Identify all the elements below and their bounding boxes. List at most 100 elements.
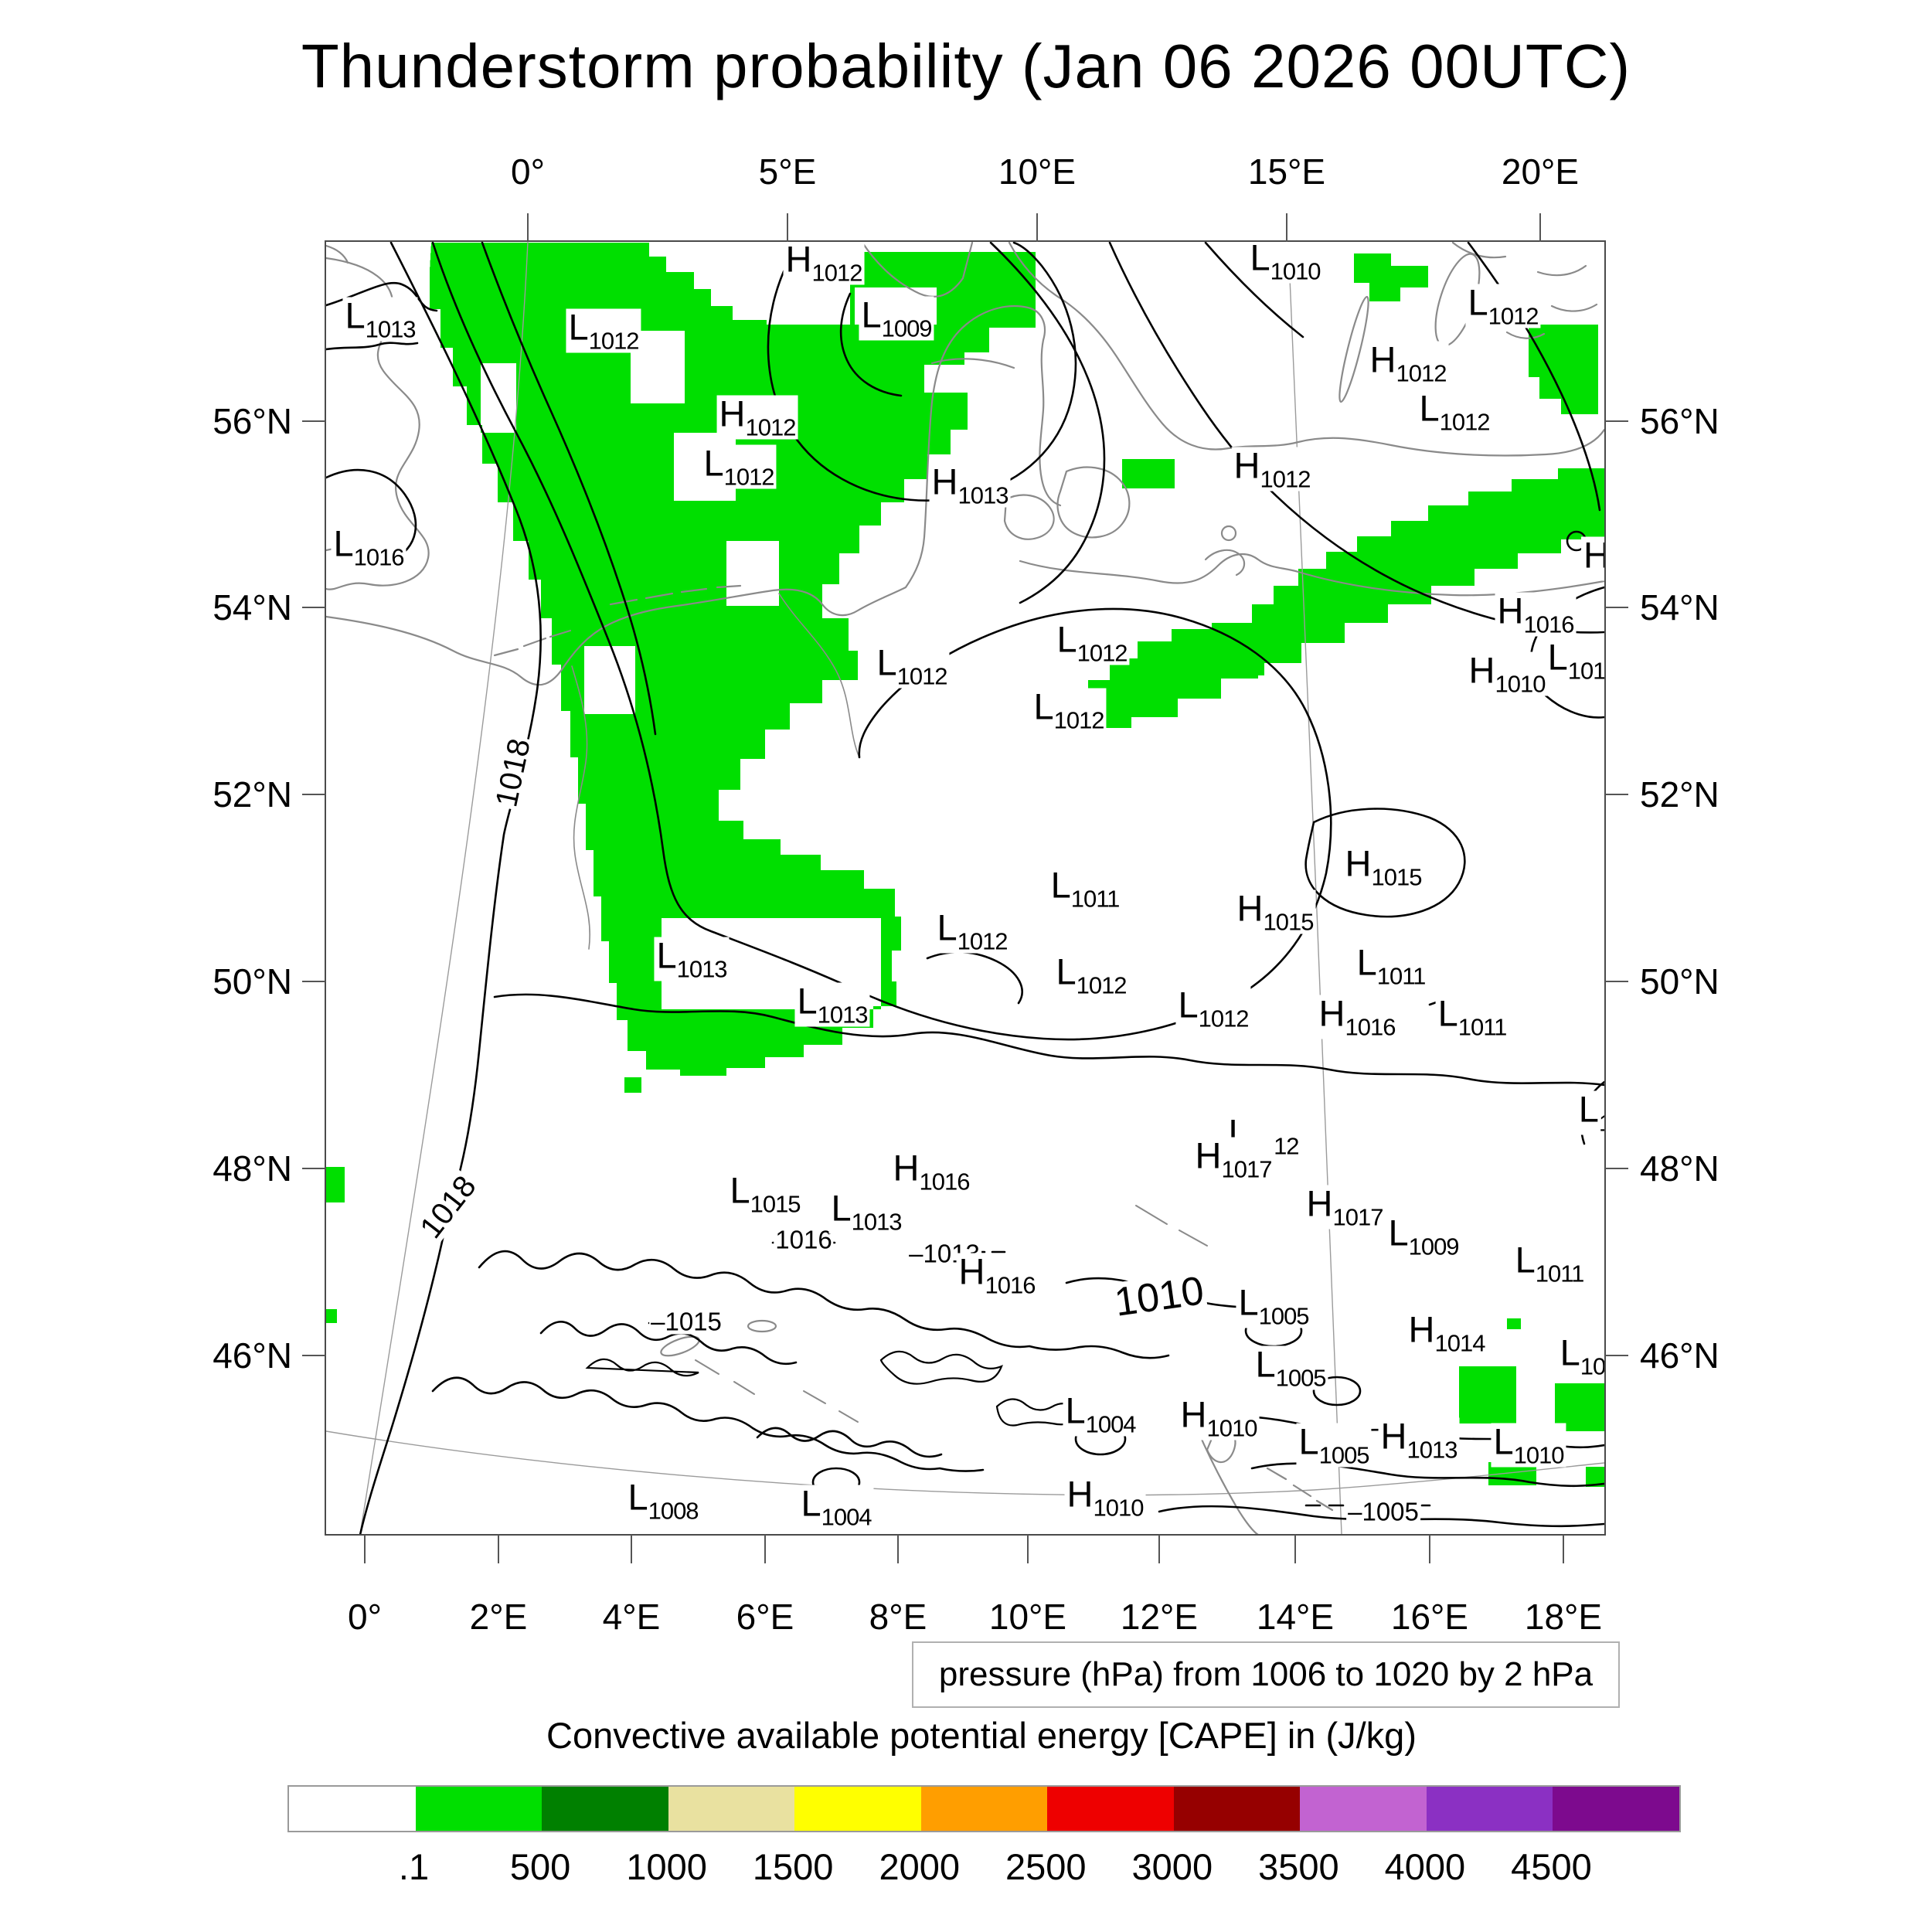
pressure-center-label: L10 (1576, 1090, 1604, 1135)
top-axis-tick (787, 213, 788, 242)
pressure-value: 1016 (919, 1168, 970, 1196)
pressure-center-label: L1012 (1053, 953, 1129, 998)
left-axis-label: 54°N (213, 587, 292, 628)
pressure-value: 1010 (1093, 1494, 1144, 1522)
pressure-letter: H (958, 1250, 985, 1292)
bottom-axis-tick (1294, 1535, 1296, 1563)
pressure-letter: L (1560, 1332, 1580, 1373)
pressure-center-label: L1005 (1253, 1343, 1328, 1392)
top-axis-tick (1286, 213, 1287, 242)
right-axis-tick (1605, 607, 1628, 608)
cape-colorbar-segment (542, 1787, 668, 1831)
top-axis-label: 20°E (1501, 151, 1580, 192)
cape-colorbar-segment (1426, 1787, 1553, 1831)
right-axis-tick (1605, 1355, 1628, 1356)
pressure-center-label: H1010 (1178, 1396, 1260, 1440)
left-axis-label: 48°N (213, 1148, 292, 1189)
left-axis-label: 46°N (213, 1335, 292, 1376)
cape-colorbar-tick-label: 2500 (1005, 1846, 1087, 1887)
left-axis-label: 56°N (213, 401, 292, 441)
map-canvas (326, 242, 1604, 1534)
cape-colorbar-segment (415, 1787, 543, 1831)
pressure-letter: H (1583, 534, 1604, 576)
pressure-value: 1016 (1523, 611, 1574, 638)
pressure-value: 101 (1567, 657, 1604, 685)
pressure-center-label: H1017 (1304, 1185, 1386, 1230)
pressure-letter: L (568, 306, 589, 348)
pressure-letter: L (1468, 281, 1488, 323)
pressure-letter: L (861, 294, 882, 335)
pressure-letter: L (1238, 1281, 1259, 1323)
pressure-value: 1016 (1345, 1013, 1396, 1041)
right-axis-tick (1605, 420, 1628, 422)
pressure-center-label: L1012 (1175, 986, 1251, 1031)
cape-colorbar-tick-label: 1000 (626, 1846, 707, 1887)
pressure-center-label: L1005 (1236, 1284, 1311, 1328)
pressure-center-label: L1016 (331, 525, 406, 571)
pressure-value: 1005 (1275, 1364, 1327, 1392)
pressure-center-label: L1012 (934, 906, 1010, 954)
pressure-letter: L (345, 294, 366, 336)
pressure-value: 1016 (985, 1271, 1036, 1299)
pressure-center-label: H1016 (1495, 592, 1577, 638)
pressure-center-label: L1010 (1491, 1423, 1566, 1468)
pressure-center-label: L1010 (1247, 242, 1323, 284)
pressure-value: 1011 (1070, 885, 1121, 913)
pressure-value: 1012 (723, 463, 775, 491)
map-panel: H1012 L1010 L1013 L1012 L1009 L1012 H1012 H1012… (326, 242, 1604, 1534)
pressure-value: 1016 (353, 543, 405, 571)
pressure-letter: L (1298, 1420, 1319, 1462)
pressure-letter: L (937, 906, 957, 948)
pressure-value: 1013 (365, 315, 417, 343)
pressure-center-label: H1012 (1231, 447, 1313, 493)
pressure-letter: L (1515, 1239, 1536, 1281)
pressure-letter: H (1306, 1182, 1333, 1224)
cape-colorbar-segment (289, 1787, 416, 1831)
bottom-axis-tick (498, 1535, 499, 1563)
cape-colorbar-tick-label: 1500 (752, 1846, 834, 1887)
pressure-center-label: H1013 (1378, 1417, 1460, 1464)
pressure-letter: L (801, 1482, 821, 1524)
pressure-value: 1005 (1258, 1302, 1310, 1330)
pressure-center-label: L1011 (1354, 944, 1428, 988)
cape-colorbar-tick-label: 4000 (1384, 1846, 1466, 1887)
right-axis-label: 46°N (1640, 1335, 1719, 1376)
bottom-axis-label: 8°E (869, 1597, 927, 1637)
cape-colorbar-segment (1173, 1787, 1301, 1831)
pressure-center-label: L1012 (1054, 621, 1130, 665)
pressure-value: 1012 (1488, 302, 1539, 330)
pressure-letter: L (1250, 242, 1270, 278)
top-axis-tick (1036, 213, 1038, 242)
pressure-letter: H (719, 393, 746, 434)
top-axis-label: 0° (511, 151, 545, 192)
cape-colorbar-segment (668, 1787, 795, 1831)
pressure-letter: L (1255, 1343, 1276, 1385)
pressure-center-label: H1010 (1064, 1473, 1146, 1522)
pressure-value: 1015 (1263, 908, 1314, 936)
pressure-value: 1012 (1260, 465, 1311, 493)
cape-colorbar-tick-label: .1 (398, 1846, 430, 1887)
bottom-axis-tick (631, 1535, 632, 1563)
cape-colorbar-segment (1553, 1787, 1679, 1831)
pressure-value: 1013 (1406, 1436, 1458, 1464)
cape-colorbar-tick-label: 3000 (1131, 1846, 1213, 1887)
pressure-value: 1012 (896, 662, 948, 690)
pressure-center-label: H1016 (956, 1250, 1038, 1299)
pressure-center-label: H1015 (1342, 845, 1424, 889)
pressure-center-label: L1011 (1435, 995, 1509, 1039)
top-axis-label: 5°E (758, 151, 817, 192)
left-axis-tick (302, 1355, 325, 1356)
top-axis-label: 10°E (998, 151, 1077, 192)
pressure-letter: H (1468, 649, 1495, 691)
pressure-letter: H (1066, 1473, 1094, 1515)
pressure-value: 1012 (1053, 706, 1105, 734)
bottom-axis-label: 14°E (1256, 1597, 1335, 1637)
pressure-center-label: L101 (1545, 638, 1604, 685)
pressure-value: 1013 (676, 955, 728, 983)
pressure-value: 1017 (1221, 1155, 1272, 1183)
pressure-value: 1010 (1495, 670, 1546, 698)
pressure-center-label: H1014 (1406, 1311, 1488, 1355)
pressure-value: 1013 (817, 1001, 869, 1029)
left-axis-tick (302, 981, 325, 982)
